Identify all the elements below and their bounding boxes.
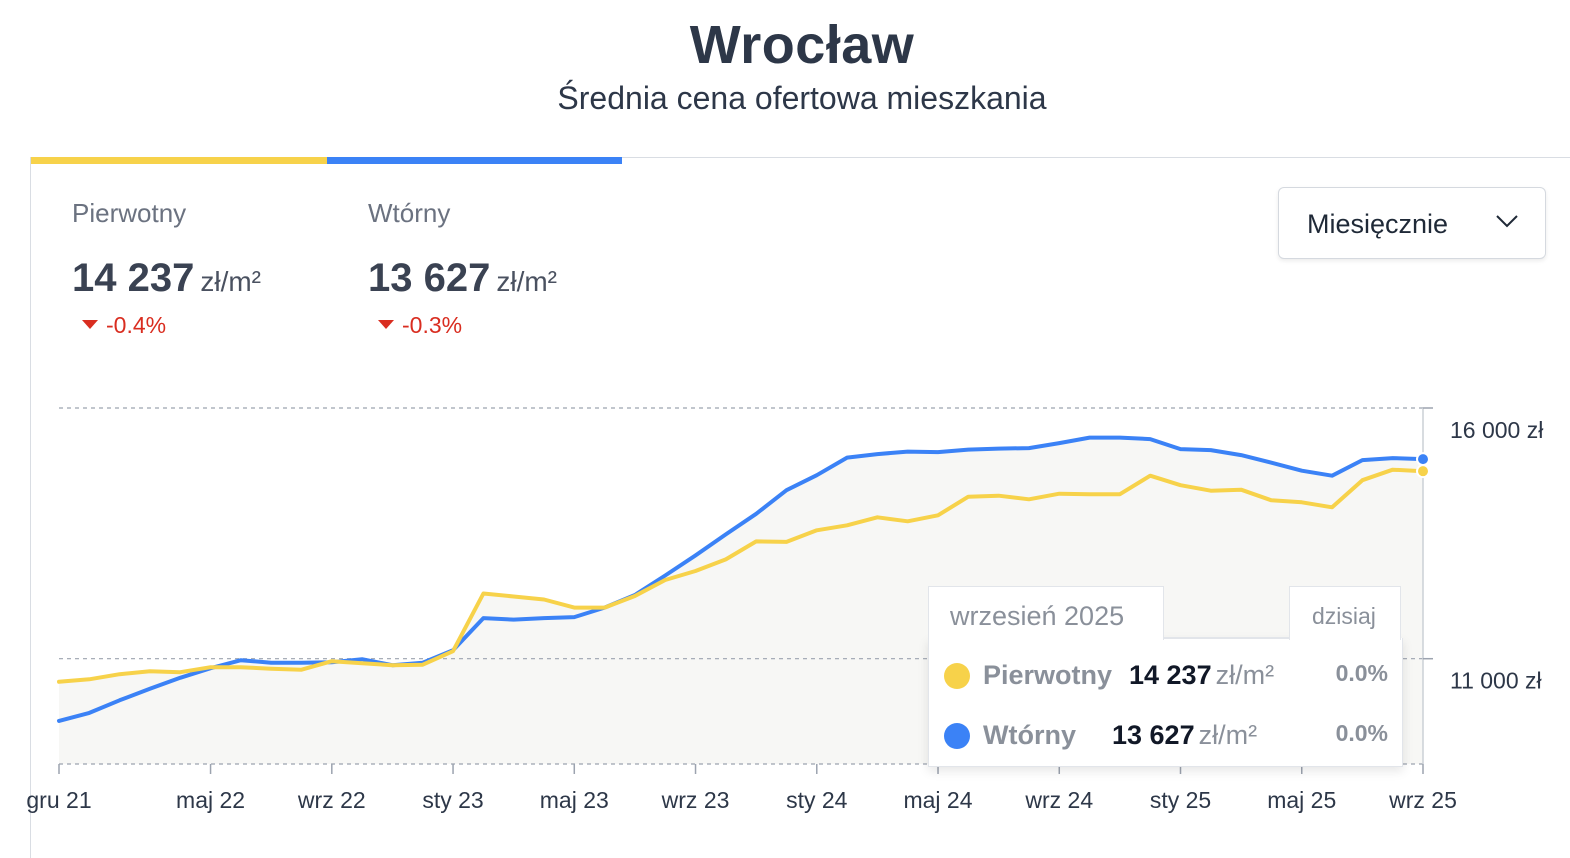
tab-pierwotny[interactable]: Pierwotny 14 237 zł/m² -0.4% — [31, 164, 327, 354]
tab-wtorny-value: 13 627 zł/m² — [368, 256, 557, 300]
x-tick-label: wrz 22 — [297, 787, 366, 813]
arrow-down-icon — [378, 320, 394, 330]
tooltip-series-change: 0.0% — [1335, 660, 1388, 686]
tab-wtorny[interactable]: Wtórny 13 627 zł/m² -0.3% — [327, 164, 622, 354]
y-tick-label: 16 000 zł — [1450, 417, 1543, 443]
tooltip-panel: Pierwotny 14 237 zł/m² 0.0% Wtórny 13 627… — [928, 638, 1403, 767]
x-tick-label: wrz 23 — [661, 787, 730, 813]
tab-wtorny-change: -0.3% — [378, 312, 462, 339]
tooltip-series-value: 13 627 zł/m² — [1112, 720, 1258, 750]
tab-pierwotny-change: -0.4% — [82, 312, 166, 339]
series-line-wtorny — [57, 435, 1425, 723]
x-tick-label: maj 23 — [540, 787, 609, 813]
tab-wtorny-label: Wtórny — [368, 198, 451, 228]
tooltip-series-name: Pierwotny — [983, 660, 1113, 690]
series-line-pierwotny — [57, 467, 1425, 684]
series-endpoint-wtorny — [1416, 452, 1430, 467]
x-tick-label: maj 25 — [1267, 787, 1336, 813]
tooltip-tab-divider — [1163, 637, 1291, 639]
tab-pierwotny-label: Pierwotny — [72, 198, 187, 228]
x-tick-label: wrz 24 — [1024, 787, 1093, 813]
period-select-value: Miesięcznie — [1307, 209, 1449, 239]
y-tick-label: 11 000 zł — [1450, 668, 1542, 694]
chevron-down-icon — [1496, 215, 1518, 228]
series-endpoint-pierwotny — [1416, 464, 1430, 479]
page-subtitle: Średnia cena ofertowa mieszkania — [557, 80, 1047, 116]
tab-pierwotny-value: 14 237 zł/m² — [72, 256, 261, 300]
period-select[interactable]: Miesięcznie — [1278, 187, 1546, 259]
tooltip-row-wtorny: Wtórny 13 627 zł/m² 0.0% — [929, 718, 1402, 758]
tab-indicator-pierwotny — [31, 156, 327, 164]
tooltip-tab-today[interactable]: dzisiaj — [1289, 586, 1401, 640]
tooltip-tab-month[interactable]: wrzesień 2025 — [928, 586, 1164, 640]
legend-dot-pierwotny — [944, 663, 970, 689]
tooltip-series-change: 0.0% — [1335, 720, 1388, 746]
x-tick-label: wrz 25 — [1388, 787, 1457, 813]
tooltip-series-name: Wtórny — [983, 720, 1076, 750]
x-tick-label: sty 24 — [786, 787, 848, 813]
x-tick-label: gru 21 — [26, 787, 91, 813]
tooltip-series-value: 14 237 zł/m² — [1129, 660, 1275, 690]
legend-dot-wtorny — [944, 723, 970, 749]
x-tick-label: maj 24 — [903, 787, 972, 813]
chart-tooltip: Pierwotny 14 237 zł/m² 0.0% Wtórny 13 627… — [928, 586, 1403, 768]
x-tick-label: sty 25 — [1150, 787, 1211, 813]
page-title: Wrocław — [689, 15, 915, 75]
arrow-down-icon — [82, 320, 98, 330]
tooltip-row-pierwotny: Pierwotny 14 237 zł/m² 0.0% — [929, 658, 1402, 698]
tab-indicator-wtorny — [327, 156, 622, 164]
x-tick-label: sty 23 — [422, 787, 483, 813]
x-tick-label: maj 22 — [176, 787, 245, 813]
